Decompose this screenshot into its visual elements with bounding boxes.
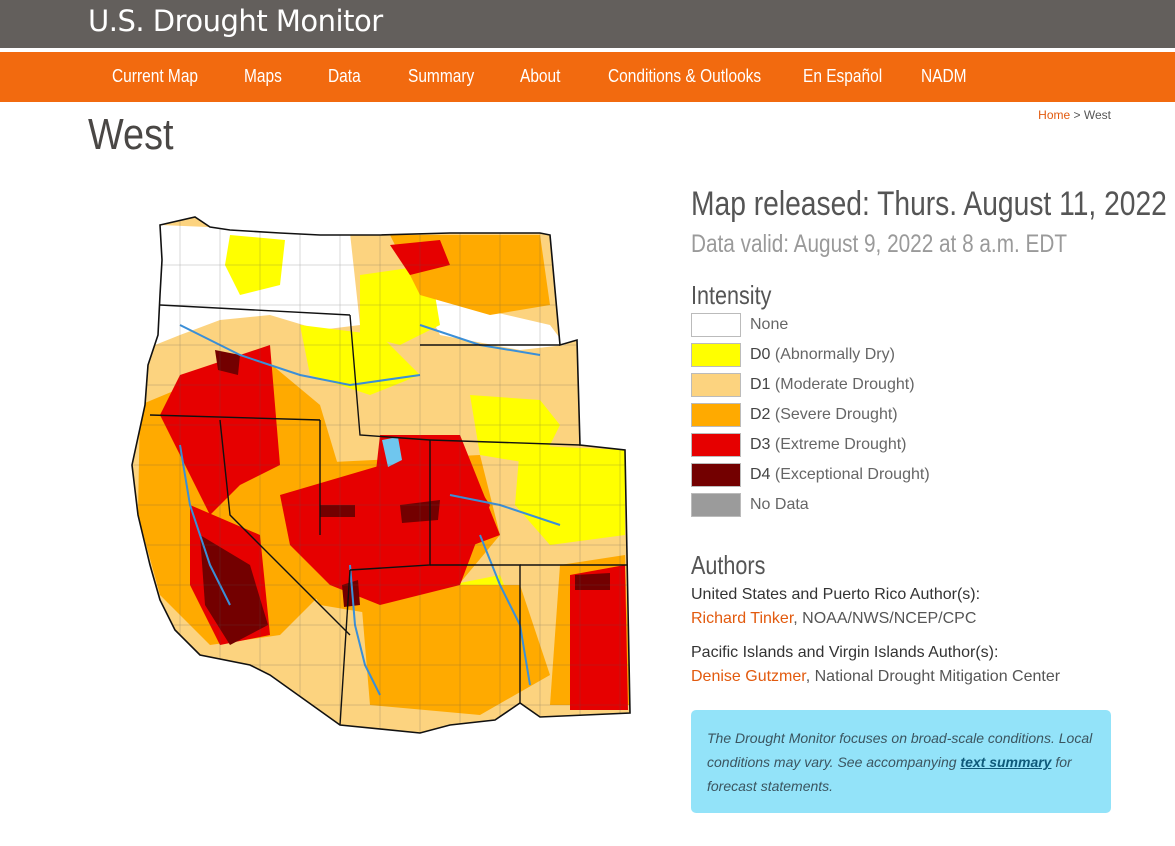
legend-code: D2 [750, 406, 771, 423]
legend-label: (Moderate Drought) [774, 376, 915, 393]
authors-pacific-line: Denise Gutzmer, National Drought Mitigat… [691, 668, 1060, 686]
author-link-richard-tinker[interactable]: Richard Tinker [691, 610, 794, 627]
legend-swatch [691, 433, 741, 457]
legend-title: Intensity [691, 280, 772, 310]
nav-en-espanol[interactable]: En Español [803, 66, 883, 86]
nav-data[interactable]: Data [328, 66, 361, 86]
text-summary-link[interactable]: text summary [960, 754, 1052, 770]
breadcrumb: Home > West [1038, 108, 1111, 122]
site-header: U.S. Drought Monitor [0, 0, 1175, 48]
drought-map-svg [131, 216, 631, 734]
breadcrumb-home-link[interactable]: Home [1038, 108, 1071, 122]
legend-code: D1 [750, 376, 771, 393]
legend-code: D4 [750, 466, 771, 483]
authors-title: Authors [691, 550, 766, 580]
legend-swatch [691, 493, 741, 517]
map-release-date: Map released: Thurs. August 11, 2022 [691, 185, 1167, 223]
authors-us-line: Richard Tinker, NOAA/NWS/NCEP/CPC [691, 610, 976, 628]
legend-swatch [691, 403, 741, 427]
main-nav: Current Map Maps Data Summary About Cond… [0, 52, 1175, 102]
nav-maps[interactable]: Maps [244, 66, 282, 86]
map-valid-date: Data valid: August 9, 2022 at 8 a.m. EDT [691, 230, 1068, 258]
legend-swatch [691, 343, 741, 367]
author-org: , NOAA/NWS/NCEP/CPC [793, 610, 977, 627]
nav-nadm[interactable]: NADM [921, 66, 967, 86]
legend-code: D0 [750, 346, 771, 363]
legend-swatch [691, 373, 741, 397]
authors-us-heading: United States and Puerto Rico Author(s): [691, 586, 981, 603]
legend-label: (Severe Drought) [774, 406, 898, 423]
note-text-before: The Drought Monitor focuses on broad-sca… [707, 730, 1093, 770]
breadcrumb-current: West [1083, 108, 1111, 122]
drought-map[interactable] [120, 205, 640, 745]
nav-conditions-outlooks[interactable]: Conditions & Outlooks [608, 66, 762, 86]
legend-label: (Abnormally Dry) [774, 346, 895, 363]
nav-current-map[interactable]: Current Map [112, 66, 199, 86]
note-text-after: for forecast statements. [707, 754, 1072, 794]
site-title[interactable]: U.S. Drought Monitor [88, 4, 383, 38]
nav-summary[interactable]: Summary [408, 66, 475, 86]
author-org: , National Drought Mitigation Center [805, 668, 1061, 685]
legend-label: No Data [750, 496, 809, 513]
header-divider [0, 48, 1175, 52]
author-link-denise-gutzmer[interactable]: Denise Gutzmer [691, 668, 806, 685]
legend-code: D3 [750, 436, 771, 453]
info-note-text: The Drought Monitor focuses on broad-sca… [707, 726, 1095, 798]
authors-pacific-heading: Pacific Islands and Virgin Islands Autho… [691, 644, 999, 661]
info-note: The Drought Monitor focuses on broad-sca… [691, 710, 1111, 813]
legend-label: None [750, 316, 789, 333]
legend-swatch [691, 313, 741, 337]
page-title: West [88, 110, 174, 159]
breadcrumb-separator: > [1073, 108, 1081, 122]
nav-about[interactable]: About [520, 66, 561, 86]
legend-swatch [691, 463, 741, 487]
legend-label: (Exceptional Drought) [774, 466, 930, 483]
legend-label: (Extreme Drought) [774, 436, 907, 453]
